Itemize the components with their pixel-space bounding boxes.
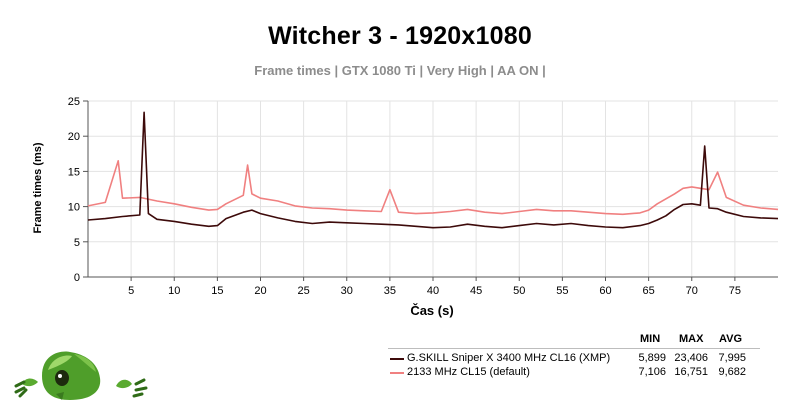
x-tick-label: 70 bbox=[686, 285, 698, 297]
x-tick-label: 15 bbox=[211, 285, 223, 297]
x-tick-label: 50 bbox=[513, 285, 525, 297]
y-tick-label: 10 bbox=[68, 202, 80, 214]
y-tick-label: 25 bbox=[68, 96, 80, 108]
alien-mascot-icon bbox=[14, 351, 148, 400]
x-tick-label: 55 bbox=[556, 285, 568, 297]
y-tick-label: 20 bbox=[68, 131, 80, 143]
legend-min-value: 7,106 bbox=[638, 366, 666, 378]
x-tick-label: 25 bbox=[298, 285, 310, 297]
x-tick-label: 20 bbox=[254, 285, 266, 297]
x-tick-label: 35 bbox=[384, 285, 396, 297]
x-tick-label: 5 bbox=[128, 285, 134, 297]
x-tick-label: 45 bbox=[470, 285, 482, 297]
x-tick-label: 30 bbox=[341, 285, 353, 297]
legend-max-value: 16,751 bbox=[674, 366, 708, 378]
legend-series-name: 2133 MHz CL15 (default) bbox=[407, 366, 530, 378]
legend-header-max: MAX bbox=[679, 333, 704, 345]
chart-subtitle: Frame times | GTX 1080 Ti | Very High | … bbox=[254, 63, 546, 78]
x-tick-label: 10 bbox=[168, 285, 180, 297]
legend-row: G.SKILL Sniper X 3400 MHz CL16 (XMP) 5,8… bbox=[388, 352, 768, 366]
legend-swatch bbox=[390, 372, 404, 374]
legend-avg-value: 9,682 bbox=[718, 366, 746, 378]
x-tick-label: 40 bbox=[427, 285, 439, 297]
legend-series-name: G.SKILL Sniper X 3400 MHz CL16 (XMP) bbox=[407, 352, 611, 364]
series-line bbox=[87, 111, 779, 229]
y-tick-label: 15 bbox=[68, 166, 80, 178]
legend-row: 2133 MHz CL15 (default) 7,106 16,751 9,6… bbox=[388, 366, 768, 380]
series-line bbox=[87, 160, 779, 216]
y-tick-label: 5 bbox=[74, 237, 80, 249]
legend-min-value: 5,899 bbox=[638, 352, 666, 364]
x-tick-label: 60 bbox=[599, 285, 611, 297]
x-tick-label: 75 bbox=[729, 285, 741, 297]
x-axis-label: Čas (s) bbox=[410, 303, 453, 318]
legend-header-avg: AVG bbox=[719, 333, 743, 345]
legend-avg-value: 7,995 bbox=[718, 352, 746, 364]
y-tick-label: 0 bbox=[74, 272, 80, 284]
chart-title: Witcher 3 - 1920x1080 bbox=[268, 22, 532, 50]
legend-swatch bbox=[390, 358, 404, 360]
legend-max-value: 23,406 bbox=[674, 352, 708, 364]
legend-divider bbox=[388, 348, 760, 349]
y-axis-label: Frame times (ms) bbox=[32, 142, 44, 233]
legend-header-min: MIN bbox=[640, 333, 661, 345]
x-tick-label: 65 bbox=[643, 285, 655, 297]
